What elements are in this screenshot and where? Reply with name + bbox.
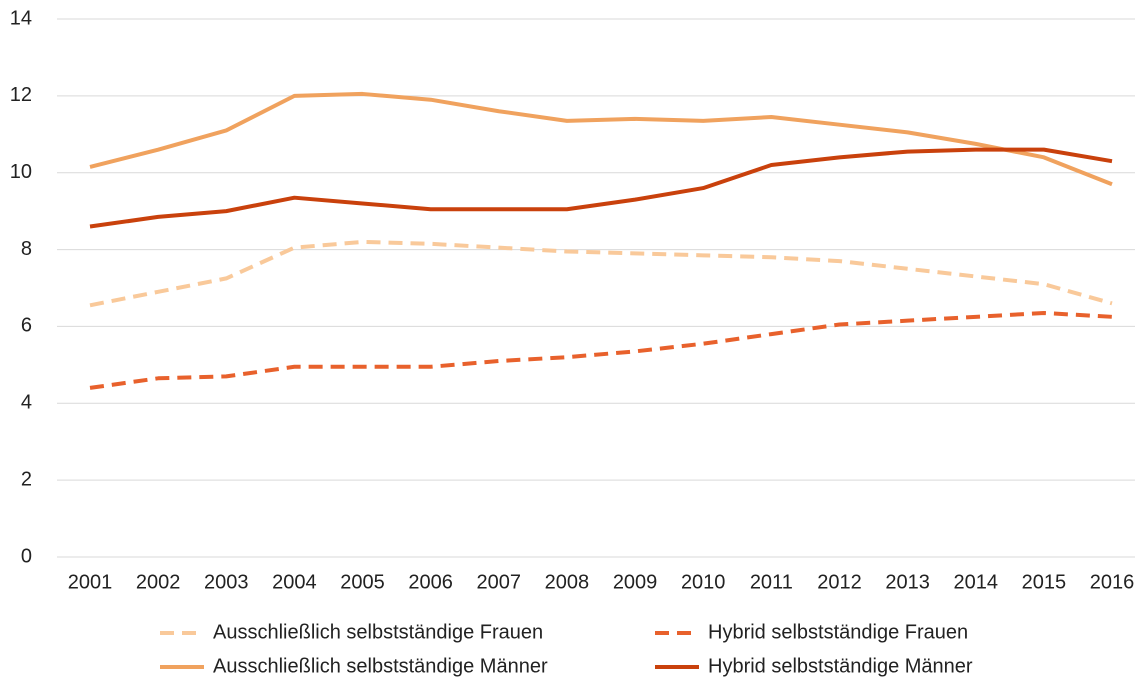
x-tick-label: 2005 — [340, 571, 385, 593]
series-line — [89, 91, 1113, 187]
x-tick-label: 2008 — [545, 571, 590, 593]
y-tick-label: 12 — [10, 84, 32, 106]
x-tick-label: 2016 — [1090, 571, 1135, 593]
x-tick-label: 2004 — [272, 571, 317, 593]
legend-label: Hybrid selbstständige Frauen — [708, 621, 968, 643]
y-tick-label: 4 — [21, 392, 32, 414]
y-tick-label: 2 — [21, 468, 32, 490]
x-tick-label: 2009 — [613, 571, 658, 593]
x-tick-label: 2001 — [68, 571, 113, 593]
legend-label: Ausschließlich selbstständige Männer — [213, 655, 548, 677]
series-line — [89, 310, 1113, 390]
y-tick-label: 14 — [10, 7, 32, 29]
y-tick-label: 6 — [21, 315, 32, 337]
legend-label: Ausschließlich selbstständige Frauen — [213, 621, 543, 643]
x-tick-label: 2013 — [885, 571, 930, 593]
x-tick-label: 2012 — [817, 571, 862, 593]
x-tick-label: 2015 — [1022, 571, 1067, 593]
y-tick-label: 0 — [21, 545, 32, 567]
x-tick-label: 2011 — [750, 571, 793, 593]
y-tick-label: 8 — [21, 238, 32, 260]
x-tick-label: 2007 — [477, 571, 522, 593]
legend-label: Hybrid selbstständige Männer — [708, 655, 973, 677]
x-tick-label: 2003 — [204, 571, 249, 593]
x-tick-label: 2002 — [136, 571, 181, 593]
series-line — [89, 147, 1113, 229]
x-tick-label: 2014 — [953, 571, 998, 593]
x-tick-label: 2006 — [408, 571, 453, 593]
x-tick-label: 2010 — [681, 571, 726, 593]
series-line — [89, 239, 1113, 308]
y-tick-label: 10 — [10, 161, 32, 183]
